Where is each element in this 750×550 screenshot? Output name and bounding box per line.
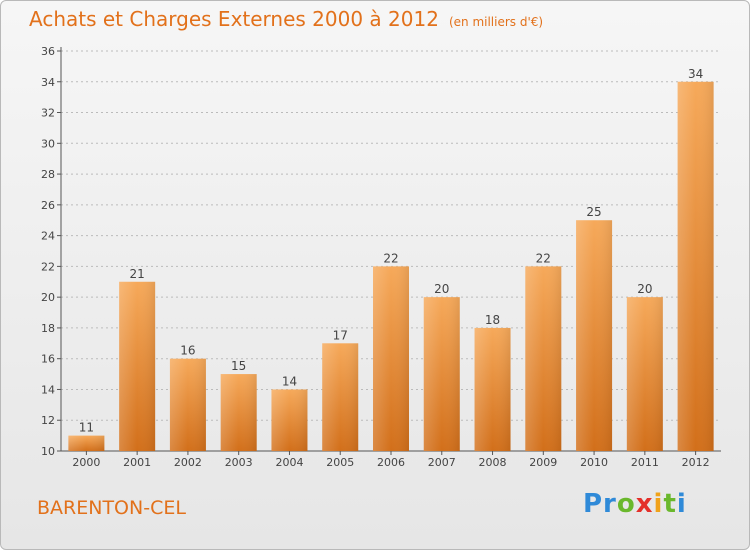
- bar-shade-2003: [220, 374, 257, 451]
- bar-shade-2005: [322, 343, 359, 451]
- x-tick-label: 2007: [428, 456, 456, 469]
- bar-value-label: 22: [536, 251, 551, 265]
- bar-shade-2012: [677, 81, 714, 452]
- bar-value-label: 20: [637, 282, 652, 296]
- y-tick-label: 30: [41, 137, 55, 150]
- y-tick-label: 36: [41, 45, 55, 58]
- y-tick-label: 10: [41, 445, 55, 458]
- bar-shade-2000: [68, 435, 105, 451]
- bar-shade-2011: [626, 297, 663, 451]
- labels: 10 12 14 16 18 20 22 24 26 28 30 32 34 36 11 2000 21 2001…: [41, 45, 710, 469]
- bar-value-label: 11: [79, 421, 94, 435]
- x-tick-label: 2011: [631, 456, 659, 469]
- bar-shade-2010: [576, 220, 613, 451]
- bar-value-label: 22: [383, 251, 398, 265]
- y-tick-label: 18: [41, 322, 55, 335]
- bar-value-label: 25: [586, 205, 601, 219]
- x-tick-label: 2006: [377, 456, 405, 469]
- bar-shade-2007: [423, 297, 460, 451]
- x-tick-label: 2001: [123, 456, 151, 469]
- y-tick-label: 22: [41, 260, 55, 273]
- bar-value-label: 34: [688, 67, 703, 81]
- chart-subtitle: (en milliers d'€): [448, 15, 544, 29]
- bar-value-label: 17: [333, 328, 348, 342]
- x-tick-label: 2000: [72, 456, 100, 469]
- x-tick-label: 2005: [326, 456, 354, 469]
- location-name: BARENTON-CEL: [37, 497, 186, 519]
- bar-shade-2006: [373, 266, 409, 451]
- proxiti-logo[interactable]: Proxiti: [583, 489, 687, 519]
- x-tick-label: 2009: [529, 456, 557, 469]
- chart-title: Achats et Charges Externes 2000 à 2012 (e…: [29, 7, 543, 31]
- bar-shade-2002: [169, 358, 206, 451]
- x-tick-label: 2010: [580, 456, 608, 469]
- title-text: Achats et Charges Externes 2000 à 2012: [29, 7, 439, 31]
- y-tick-label: 20: [41, 291, 55, 304]
- y-tick-label: 34: [41, 76, 55, 89]
- x-tick-label: 2004: [275, 456, 303, 469]
- x-tick-label: 2008: [479, 456, 507, 469]
- bar-shade-2001: [119, 281, 156, 451]
- x-tick-label: 2012: [682, 456, 710, 469]
- bar-value-label: 21: [130, 267, 145, 281]
- y-tick-label: 12: [41, 414, 55, 427]
- y-tick-label: 26: [41, 199, 55, 212]
- y-tick-label: 32: [41, 107, 55, 120]
- bar-shade-2009: [525, 266, 562, 451]
- bar-value-label: 20: [434, 282, 449, 296]
- bar-shade-2008: [474, 327, 511, 451]
- bar-value-label: 14: [282, 374, 297, 388]
- y-tick-label: 28: [41, 168, 55, 181]
- x-tick-label: 2003: [225, 456, 253, 469]
- bar-value-label: 18: [485, 313, 500, 327]
- x-tick-label: 2002: [174, 456, 202, 469]
- bar-shade-2004: [271, 389, 308, 451]
- y-tick-label: 24: [41, 230, 55, 243]
- bar-value-label: 16: [180, 344, 195, 358]
- y-tick-label: 16: [41, 353, 55, 366]
- bars: [68, 81, 714, 452]
- bar-value-label: 15: [231, 359, 246, 373]
- y-tick-label: 14: [41, 383, 55, 396]
